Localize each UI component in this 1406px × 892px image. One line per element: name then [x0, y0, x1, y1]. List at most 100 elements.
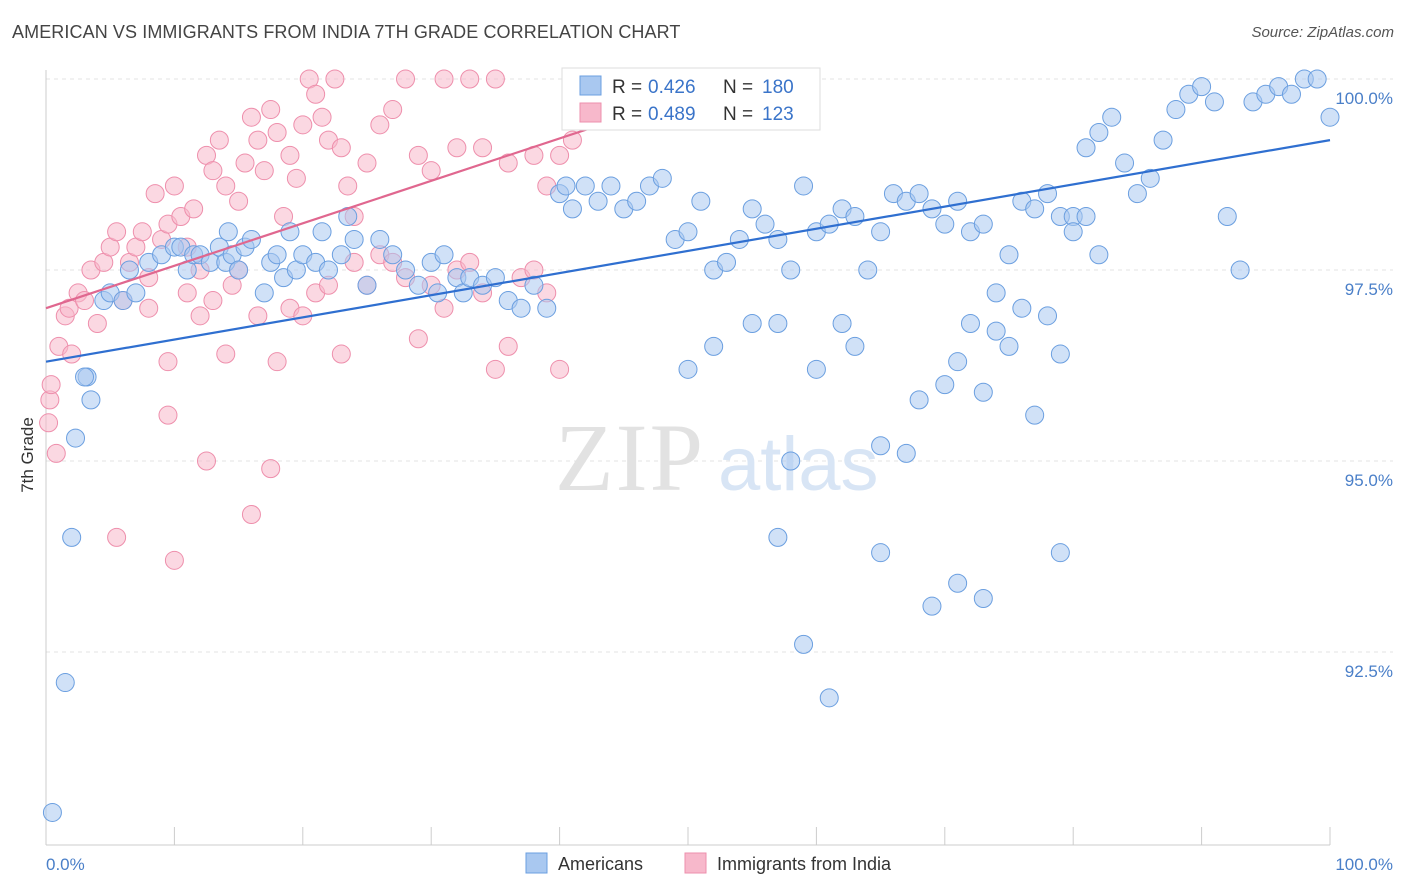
americans-point — [768, 527, 788, 547]
americans-point — [524, 275, 544, 295]
americans-point — [408, 275, 428, 295]
x-tick-marks — [45, 827, 1331, 845]
americans-point — [871, 222, 891, 242]
americans-point — [1076, 138, 1096, 158]
americans-bottom-label: Americans — [558, 854, 643, 874]
india-point — [460, 69, 480, 89]
y-axis-label: 7th Grade — [18, 417, 37, 493]
india-point — [39, 413, 59, 433]
americans-point — [485, 268, 505, 288]
india-point — [164, 550, 184, 570]
india-point — [293, 115, 313, 135]
americans-point — [126, 283, 146, 303]
india-point — [132, 222, 152, 242]
india-point — [190, 306, 210, 326]
americans-point — [601, 176, 621, 196]
americans-point — [75, 367, 95, 387]
americans-point — [858, 260, 878, 280]
india-point — [357, 153, 377, 173]
americans-point — [871, 543, 891, 563]
americans-point — [986, 283, 1006, 303]
india-bottom-label: Immigrants from India — [717, 854, 892, 874]
americans-point — [794, 634, 814, 654]
y-tick-label: 92.5% — [1345, 662, 1393, 681]
americans-point — [806, 359, 826, 379]
americans-point — [935, 214, 955, 234]
americans-point — [1166, 100, 1186, 120]
india-point — [241, 504, 261, 524]
india-r-label: R = — [612, 104, 642, 125]
americans-point — [948, 191, 968, 211]
india-point — [550, 359, 570, 379]
americans-point — [948, 352, 968, 372]
americans-point — [1102, 107, 1122, 127]
americans-point — [229, 260, 249, 280]
india-point — [447, 138, 467, 158]
india-point — [286, 168, 306, 188]
india-point — [434, 69, 454, 89]
americans-point — [1281, 84, 1301, 104]
americans-point — [331, 245, 351, 265]
americans-point — [1217, 207, 1237, 227]
americans-point — [344, 229, 364, 249]
americans-point — [1192, 77, 1212, 97]
india-point — [312, 107, 332, 127]
americans-point — [1025, 199, 1045, 219]
india-point — [139, 298, 159, 318]
india-point — [197, 451, 216, 471]
india-point — [485, 359, 505, 379]
americans-point — [819, 688, 839, 708]
watermark-zip: ZIP — [555, 404, 705, 511]
americans-point — [1089, 245, 1109, 265]
americans-point — [357, 275, 377, 295]
india-point — [498, 336, 518, 356]
americans-point — [588, 191, 608, 211]
americans-point — [66, 428, 86, 448]
americans-point — [81, 390, 101, 410]
india-point — [254, 161, 274, 181]
americans-point — [254, 283, 274, 303]
americans-point — [396, 260, 416, 280]
americans-point — [280, 222, 300, 242]
y-tick-label: 95.0% — [1345, 471, 1393, 490]
americans-point — [896, 443, 916, 463]
americans-point — [909, 390, 929, 410]
americans-point — [999, 336, 1019, 356]
americans-point — [537, 298, 557, 318]
bottom-legend: Americans Immigrants from India — [525, 852, 892, 874]
india-point — [267, 122, 287, 142]
india-point — [370, 115, 390, 135]
americans-point — [1115, 153, 1135, 173]
americans-point — [1025, 405, 1045, 425]
india-point — [209, 130, 229, 150]
americans-r-value: 0.426 — [648, 77, 696, 98]
americans-point — [434, 245, 454, 265]
y-tick-label: 100.0% — [1335, 89, 1393, 108]
americans-point — [986, 321, 1006, 341]
india-point — [46, 443, 66, 463]
americans-point — [729, 229, 749, 249]
india-point — [216, 176, 236, 196]
india-point — [421, 161, 441, 181]
americans-point — [871, 436, 891, 456]
americans-point — [973, 214, 993, 234]
americans-point — [781, 260, 801, 280]
india-n-value: 123 — [762, 104, 794, 125]
india-point — [261, 459, 281, 479]
americans-point — [652, 168, 672, 188]
americans-point — [678, 222, 698, 242]
top-legend-box — [561, 67, 821, 131]
americans-point — [768, 229, 788, 249]
americans-point — [1230, 260, 1250, 280]
americans-n-label: N = — [723, 77, 753, 98]
india-point — [280, 145, 300, 165]
india-point — [203, 161, 223, 181]
americans-point — [781, 451, 801, 471]
americans-point — [1038, 306, 1058, 326]
india-point — [158, 352, 178, 372]
americans-point — [62, 527, 82, 547]
americans-point — [973, 589, 993, 609]
india-legend-swatch — [579, 102, 602, 123]
india-point — [473, 138, 493, 158]
